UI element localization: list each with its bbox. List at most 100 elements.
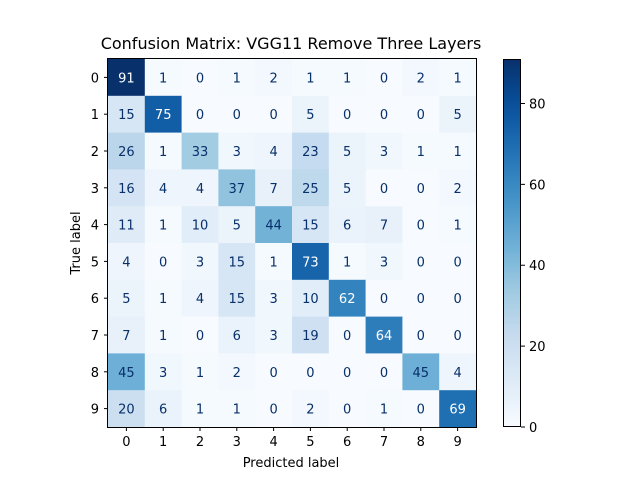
x-axis-label: Predicted label [243,456,340,471]
cell-value-label: 5 [122,292,130,307]
x-tick-label: 9 [453,435,461,450]
heatmap-cell [218,59,256,97]
heatmap-cell [108,169,146,207]
cell-value-label: 19 [302,329,319,344]
cell-value-label: 4 [269,145,277,160]
cell-value-label: 0 [196,108,204,123]
cell-value-label: 4 [453,366,461,381]
heatmap-cell [292,95,330,133]
cell-value-label: 15 [118,108,135,123]
heatmap-cell [439,59,477,97]
x-axis: 0 1 2 3 4 5 6 7 8 9 [122,427,462,450]
cell-value-label: 33 [192,145,209,160]
heatmap-cell [328,316,366,354]
cell-value-label: 0 [343,403,351,418]
x-tick-label: 7 [380,435,388,450]
heatmap-cell [255,59,293,97]
x-tick-label: 3 [233,435,241,450]
cell-value-label: 0 [269,108,277,123]
heatmap-cell [365,316,403,354]
heatmap-cell [402,243,440,281]
heatmap-cell [108,59,146,97]
heatmap-cell [328,279,366,317]
cell-value-label: 1 [159,329,167,344]
cell-value-label: 16 [118,182,135,197]
cell-value-label: 0 [417,403,425,418]
heatmap-cell [439,243,477,281]
cell-value-label: 6 [343,219,351,234]
cell-value-label: 23 [302,145,319,160]
cell-value-label: 7 [122,329,130,344]
heatmap-cell [108,316,146,354]
heatmap-cell [144,353,182,391]
cell-value-label: 15 [229,255,246,270]
colorbar-tick-label: 80 [529,97,546,112]
cell-value-label: 1 [196,403,204,418]
chart-title: Confusion Matrix: VGG11 Remove Three Lay… [101,34,482,53]
x-tick-label: 8 [417,435,425,450]
cell-value-label: 5 [306,108,314,123]
cell-value-label: 1 [343,71,351,86]
heatmap-cell [402,316,440,354]
heatmap-cell [365,95,403,133]
cell-value-label: 5 [453,108,461,123]
cell-value-label: 0 [417,292,425,307]
heatmap-cell-labels: 91 1 0 1 2 1 1 0 2 115 75 0 0 0 5 0 0 0 526 1 33 3 4 23 5 3 1 116 4 4… [118,71,466,417]
heatmap-cell [402,169,440,207]
cell-value-label: 0 [159,255,167,270]
heatmap-cell [255,279,293,317]
cell-value-label: 5 [343,145,351,160]
heatmap-cell [365,206,403,244]
cell-value-label: 0 [380,292,388,307]
heatmap-cell [439,95,477,133]
heatmap-cell [365,390,403,428]
cell-value-label: 15 [229,292,246,307]
cell-value-label: 0 [343,366,351,381]
heatmap-cell [365,243,403,281]
heatmap-cell [365,279,403,317]
heatmap-cell [255,390,293,428]
cell-value-label: 0 [380,182,388,197]
y-tick-label: 0 [91,71,99,86]
y-tick-label: 6 [91,292,99,307]
cell-value-label: 3 [380,255,388,270]
heatmap-cell [255,243,293,281]
heatmap-cell [181,169,219,207]
x-tick-label: 5 [306,435,314,450]
heatmap-cell [328,206,366,244]
heatmap-cell [218,206,256,244]
heatmap-cell [402,59,440,97]
cell-value-label: 11 [118,219,135,234]
heatmap-cell [108,95,146,133]
cell-value-label: 3 [380,145,388,160]
cell-value-label: 1 [233,403,241,418]
cell-value-label: 4 [122,255,130,270]
heatmap-cell [181,95,219,133]
heatmap-cell [144,132,182,170]
y-tick-label: 7 [91,329,99,344]
cell-value-label: 10 [192,219,209,234]
cell-value-label: 45 [413,366,430,381]
y-tick-label: 3 [91,182,99,197]
cell-value-label: 1 [196,366,204,381]
cell-value-label: 25 [302,182,319,197]
x-tick-label: 6 [343,435,351,450]
heatmap-cell [218,132,256,170]
heatmap-cell [144,206,182,244]
cell-value-label: 4 [196,182,204,197]
cell-value-label: 0 [417,255,425,270]
heatmap-cell [402,206,440,244]
y-axis-label: True label [69,211,84,275]
heatmap-cell [108,206,146,244]
colorbar: 0 20 40 60 80 [503,59,546,436]
heatmap-cell [181,206,219,244]
y-tick-label: 8 [91,366,99,381]
cell-value-label: 0 [453,292,461,307]
cell-value-label: 1 [159,292,167,307]
cell-value-label: 2 [233,366,241,381]
cell-value-label: 1 [233,71,241,86]
colorbar-tick-label: 20 [529,340,546,355]
cell-value-label: 0 [269,366,277,381]
heatmap-cell [108,390,146,428]
heatmap-cell [144,95,182,133]
